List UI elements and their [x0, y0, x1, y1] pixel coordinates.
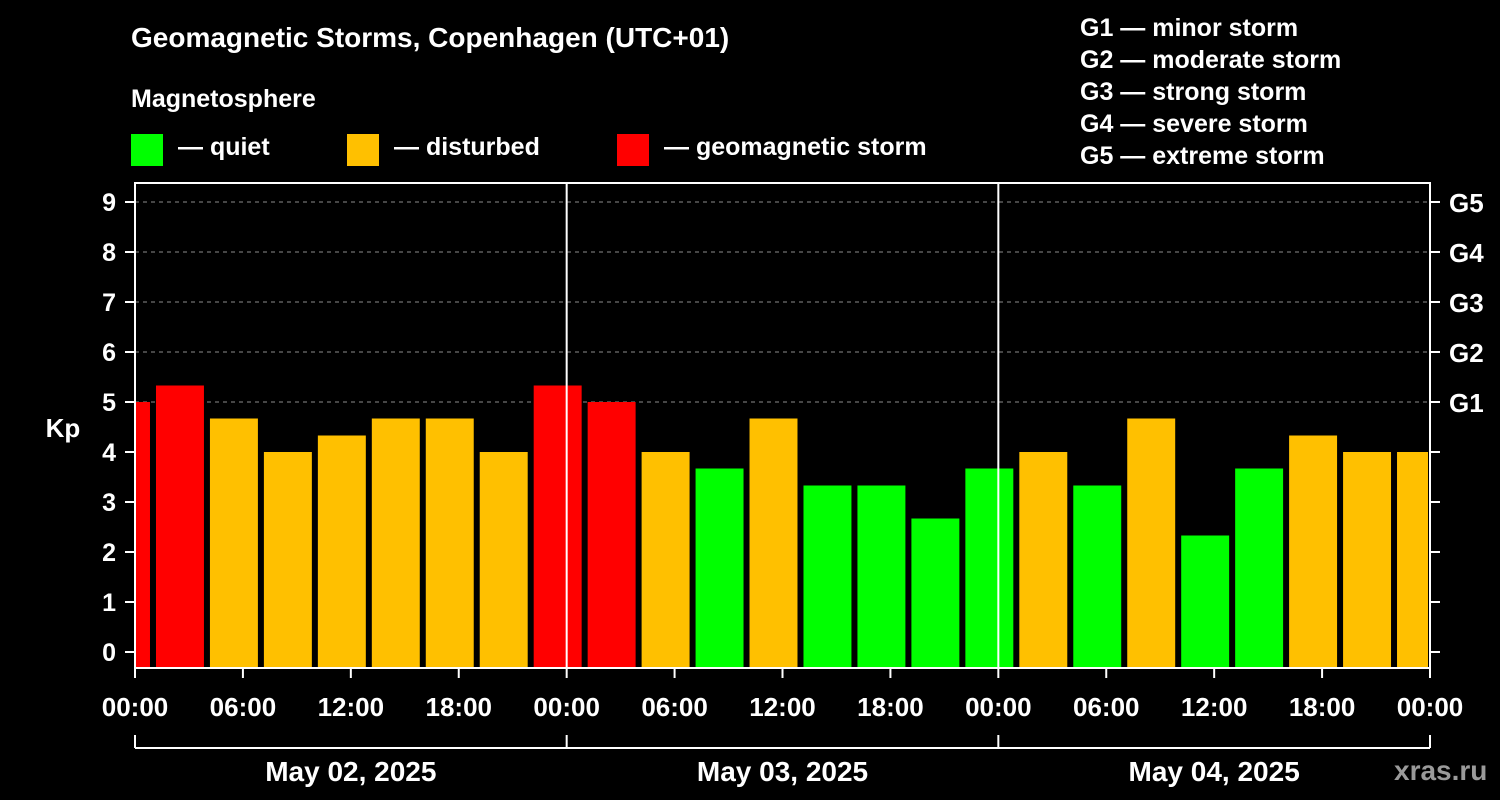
kp-bar	[1127, 418, 1176, 668]
y-tick-label: 3	[102, 489, 116, 517]
y-tick-label: 9	[102, 189, 116, 217]
legend-label-quiet: — quiet	[178, 133, 270, 161]
x-tick-label: 12:00	[749, 692, 816, 722]
kp-bar	[1343, 452, 1392, 668]
y-tick-label: 0	[102, 639, 116, 667]
kp-bar	[317, 435, 366, 668]
legend-label-disturbed: — disturbed	[394, 133, 540, 161]
kp-bar	[533, 385, 582, 668]
chart-title: Geomagnetic Storms, Copenhagen (UTC+01)	[131, 22, 730, 53]
y-axis-label: Kp	[46, 413, 81, 443]
kp-bar	[749, 418, 798, 668]
y-tick-label: 5	[102, 389, 116, 417]
kp-bar	[1019, 452, 1068, 668]
g-scale-label: G2	[1449, 338, 1484, 368]
x-tick-label: 00:00	[1397, 692, 1464, 722]
x-tick-label: 12:00	[1181, 692, 1248, 722]
kp-bar	[695, 468, 744, 668]
date-label: May 03, 2025	[697, 756, 868, 787]
g-scale-label: G5	[1449, 188, 1484, 218]
y-tick-label: 4	[102, 439, 116, 467]
x-tick-label: 00:00	[533, 692, 600, 722]
x-tick-label: 06:00	[1073, 692, 1140, 722]
y-tick-label: 7	[102, 289, 116, 317]
kp-bar	[371, 418, 420, 668]
kp-bar	[1289, 435, 1338, 668]
g-level-g1: G1 — minor storm	[1080, 14, 1299, 42]
magnetosphere-label: Magnetosphere	[131, 85, 316, 113]
g-level-g3: G3 — strong storm	[1080, 78, 1307, 106]
watermark: xras.ru	[1394, 755, 1488, 786]
date-label: May 02, 2025	[265, 756, 436, 787]
kp-bar	[1397, 452, 1428, 668]
y-tick-label: 2	[102, 539, 116, 567]
kp-bar	[1073, 485, 1122, 668]
kp-bar	[803, 485, 852, 668]
x-tick-label: 06:00	[641, 692, 708, 722]
kp-bar	[1181, 535, 1230, 668]
x-tick-label: 06:00	[210, 692, 277, 722]
kp-bar	[1235, 468, 1284, 668]
kp-bar	[965, 468, 1014, 668]
g-scale-label: G3	[1449, 288, 1484, 318]
g-level-g5: G5 — extreme storm	[1080, 142, 1325, 170]
legend-swatch-disturbed	[347, 134, 379, 166]
kp-bar	[911, 518, 960, 668]
kp-bar	[209, 418, 258, 668]
date-label: May 04, 2025	[1129, 756, 1300, 787]
y-tick-label: 8	[102, 239, 116, 267]
kp-bar	[587, 402, 636, 668]
y-tick-label: 6	[102, 339, 116, 367]
x-tick-label: 18:00	[1289, 692, 1356, 722]
g-level-g4: G4 — severe storm	[1080, 110, 1308, 138]
x-tick-label: 18:00	[426, 692, 493, 722]
x-tick-label: 00:00	[102, 692, 169, 722]
kp-bar	[155, 385, 204, 668]
legend-swatch-storm	[617, 134, 649, 166]
kp-bar	[263, 452, 312, 668]
g-scale-label: G1	[1449, 388, 1484, 418]
kp-bar	[857, 485, 906, 668]
x-tick-label: 00:00	[965, 692, 1032, 722]
legend-swatch-quiet	[131, 134, 163, 166]
kp-bar	[425, 418, 474, 668]
g-scale-label: G4	[1449, 238, 1484, 268]
g-level-g2: G2 — moderate storm	[1080, 46, 1342, 74]
legend-label-storm: — geomagnetic storm	[664, 133, 927, 161]
y-tick-label: 1	[102, 589, 116, 617]
x-tick-label: 18:00	[857, 692, 924, 722]
kp-bar	[479, 452, 528, 668]
kp-bar	[641, 452, 690, 668]
x-tick-label: 12:00	[318, 692, 385, 722]
kp-bar	[135, 402, 150, 668]
